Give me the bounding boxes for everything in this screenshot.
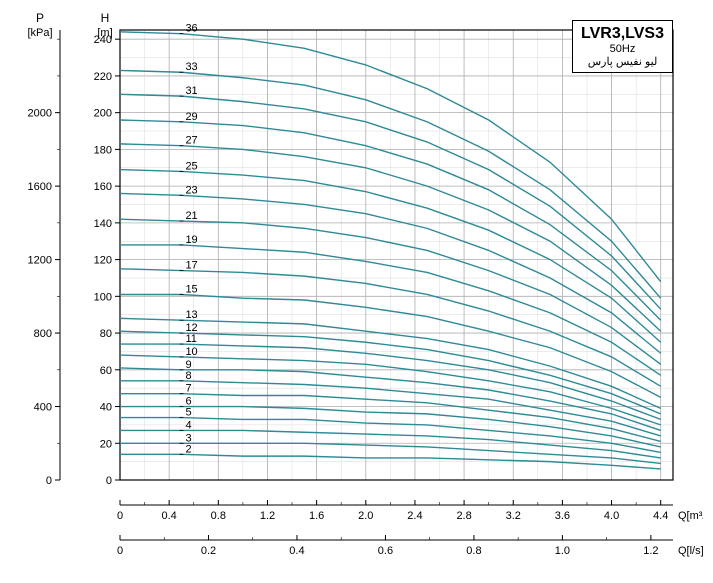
svg-text:31: 31 [185, 85, 197, 97]
svg-text:40: 40 [100, 402, 112, 414]
svg-text:20: 20 [100, 438, 112, 450]
svg-text:80: 80 [100, 328, 112, 340]
svg-text:2.8: 2.8 [456, 510, 471, 522]
svg-text:1.2: 1.2 [260, 510, 275, 522]
chart-title-main: LVR3,LVS3 [581, 25, 664, 43]
svg-text:3.6: 3.6 [555, 510, 570, 522]
svg-text:0: 0 [117, 545, 123, 557]
svg-text:4.0: 4.0 [604, 510, 619, 522]
svg-text:2.4: 2.4 [407, 510, 422, 522]
svg-text:2.0: 2.0 [358, 510, 373, 522]
svg-text:160: 160 [94, 181, 112, 193]
svg-text:400: 400 [34, 402, 52, 414]
svg-text:33: 33 [185, 61, 197, 73]
svg-text:10: 10 [185, 346, 197, 358]
svg-text:[m]: [m] [97, 27, 112, 39]
svg-text:800: 800 [34, 328, 52, 340]
chart-svg: 3633312927252321191715131211109876543202… [10, 10, 703, 573]
svg-text:2000: 2000 [28, 108, 52, 120]
svg-text:27: 27 [185, 135, 197, 147]
svg-text:60: 60 [100, 365, 112, 377]
svg-text:180: 180 [94, 144, 112, 156]
svg-text:15: 15 [185, 283, 197, 295]
svg-text:21: 21 [185, 210, 197, 222]
svg-text:36: 36 [185, 23, 197, 35]
svg-text:0.2: 0.2 [201, 545, 216, 557]
svg-text:Q[m³/h]: Q[m³/h] [678, 510, 703, 522]
svg-text:P: P [36, 11, 44, 25]
svg-text:0.4: 0.4 [289, 545, 304, 557]
svg-text:2: 2 [185, 443, 191, 455]
svg-text:1200: 1200 [28, 255, 52, 267]
svg-text:0.8: 0.8 [211, 510, 226, 522]
svg-text:11: 11 [185, 333, 196, 345]
svg-text:8: 8 [185, 370, 191, 382]
svg-text:7: 7 [185, 383, 191, 395]
svg-text:0.6: 0.6 [378, 545, 393, 557]
svg-text:0.8: 0.8 [466, 545, 481, 557]
svg-text:19: 19 [185, 234, 197, 246]
svg-text:3.2: 3.2 [506, 510, 521, 522]
svg-text:17: 17 [185, 260, 197, 272]
pump-curve-chart: 3633312927252321191715131211109876543202… [10, 10, 703, 573]
svg-text:25: 25 [185, 160, 197, 172]
svg-text:[kPa]: [kPa] [27, 27, 52, 39]
chart-title-sub2: لیو نفیس پارس [581, 55, 664, 68]
svg-text:4.4: 4.4 [653, 510, 668, 522]
svg-text:120: 120 [94, 255, 112, 267]
svg-text:1600: 1600 [28, 181, 52, 193]
svg-text:100: 100 [94, 291, 112, 303]
svg-text:1.2: 1.2 [643, 545, 658, 557]
chart-title-box: LVR3,LVS3 50Hz لیو نفیس پارس [572, 20, 673, 73]
svg-text:1.0: 1.0 [555, 545, 570, 557]
svg-text:0: 0 [106, 475, 112, 487]
chart-title-sub1: 50Hz [581, 43, 664, 55]
svg-text:Q[l/s]: Q[l/s] [678, 545, 703, 557]
svg-text:1.6: 1.6 [309, 510, 324, 522]
svg-text:0.4: 0.4 [162, 510, 177, 522]
svg-text:4: 4 [185, 419, 191, 431]
svg-text:13: 13 [185, 309, 197, 321]
svg-text:220: 220 [94, 71, 112, 83]
svg-text:H: H [101, 11, 110, 25]
svg-text:29: 29 [185, 111, 197, 123]
svg-text:0: 0 [46, 475, 52, 487]
svg-text:200: 200 [94, 108, 112, 120]
svg-text:140: 140 [94, 218, 112, 230]
svg-text:0: 0 [117, 510, 123, 522]
svg-text:23: 23 [185, 184, 197, 196]
svg-text:5: 5 [185, 407, 191, 419]
